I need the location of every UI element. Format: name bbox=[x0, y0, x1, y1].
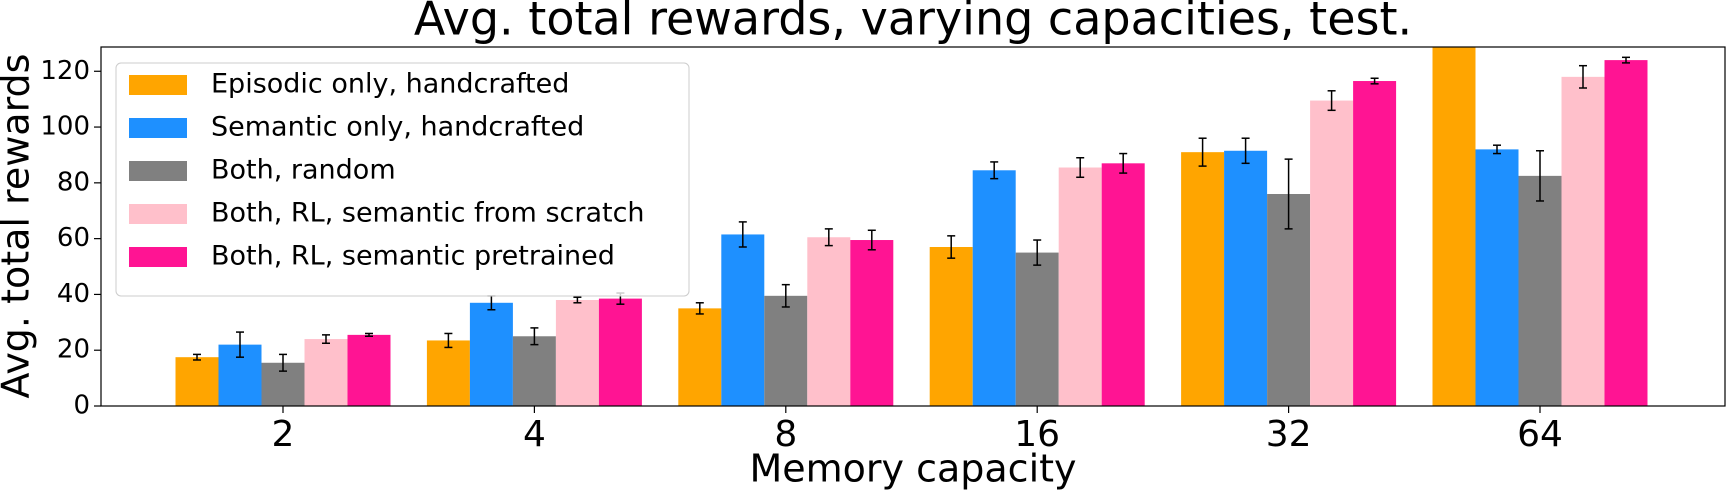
legend-box bbox=[115, 62, 690, 297]
bar bbox=[555, 300, 599, 406]
error-bar bbox=[279, 353, 287, 372]
bar bbox=[1181, 152, 1225, 406]
legend-swatch bbox=[129, 204, 187, 224]
x-tick-label: 2 bbox=[272, 414, 295, 455]
plot-frame bbox=[100, 46, 1726, 407]
y-tick-label: 100 bbox=[40, 112, 90, 142]
error-bar bbox=[1284, 158, 1293, 230]
bar bbox=[678, 308, 722, 406]
error-bar bbox=[1370, 77, 1379, 85]
legend-label: Both, random bbox=[211, 155, 396, 186]
legend-swatch bbox=[129, 118, 187, 138]
bar bbox=[972, 170, 1016, 406]
error-bar bbox=[365, 332, 373, 338]
error-bar bbox=[530, 327, 539, 346]
y-tick-label: 0 bbox=[73, 391, 90, 421]
bar bbox=[1604, 60, 1648, 406]
y-tick-label: 40 bbox=[57, 279, 90, 309]
bar bbox=[1224, 150, 1268, 406]
legend-swatch bbox=[129, 247, 187, 267]
plot-area bbox=[175, 47, 1648, 406]
error-bar bbox=[1579, 64, 1587, 89]
error-bar bbox=[1327, 90, 1336, 112]
error-bar bbox=[1622, 56, 1630, 64]
bar bbox=[469, 302, 513, 406]
bar bbox=[175, 357, 219, 406]
bar bbox=[1518, 175, 1562, 406]
legend-label: Both, RL, semantic from scratch bbox=[211, 198, 645, 229]
y-tick-label: 80 bbox=[57, 167, 90, 197]
x-tick-label: 4 bbox=[523, 414, 546, 455]
legend-label: Semantic only, handcrafted bbox=[211, 112, 584, 143]
error-bar bbox=[444, 332, 453, 349]
error-bar bbox=[867, 229, 876, 251]
error-bar bbox=[193, 353, 201, 361]
error-bar bbox=[1119, 152, 1128, 174]
chart-title: Avg. total rewards, varying capacities, … bbox=[414, 0, 1412, 46]
bar bbox=[764, 295, 808, 406]
error-bar bbox=[1076, 156, 1085, 179]
legend-label: Both, RL, semantic pretrained bbox=[211, 241, 615, 272]
bar bbox=[1475, 149, 1519, 406]
bar bbox=[721, 234, 765, 406]
error-bar bbox=[990, 161, 999, 180]
bar bbox=[347, 334, 391, 406]
legend-swatch bbox=[129, 75, 187, 95]
bar bbox=[807, 237, 851, 406]
x-axis-label: Memory capacity bbox=[749, 447, 1076, 491]
x-tick-label: 32 bbox=[1266, 414, 1312, 455]
bar bbox=[1353, 81, 1397, 406]
error-bar bbox=[1536, 150, 1544, 202]
y-axis-label: Avg. total rewards bbox=[0, 54, 38, 399]
y-tick-label: 120 bbox=[40, 56, 90, 86]
x-tick-label: 16 bbox=[1014, 414, 1060, 455]
bar bbox=[1101, 163, 1145, 406]
legend-swatch bbox=[129, 161, 187, 181]
bar bbox=[850, 240, 894, 406]
error-bar bbox=[695, 302, 704, 315]
error-bar bbox=[824, 228, 833, 247]
bar bbox=[598, 298, 642, 406]
error-bar bbox=[236, 331, 244, 358]
bar bbox=[1310, 100, 1354, 406]
y-tick-label: 20 bbox=[57, 335, 90, 365]
bar bbox=[426, 340, 470, 406]
y-tick-label: 60 bbox=[57, 223, 90, 253]
legend-label: Episodic only, handcrafted bbox=[211, 69, 569, 100]
bar bbox=[1058, 167, 1102, 406]
x-tick-label: 8 bbox=[774, 414, 797, 455]
error-bar bbox=[1033, 239, 1042, 266]
bar bbox=[1561, 76, 1605, 406]
error-bar bbox=[573, 296, 582, 304]
error-bar bbox=[322, 334, 330, 344]
x-tick-label: 64 bbox=[1517, 414, 1563, 455]
error-bar bbox=[1493, 144, 1501, 155]
error-bar bbox=[1241, 137, 1250, 165]
bar bbox=[1432, 47, 1476, 406]
bar bbox=[929, 247, 973, 406]
bar bbox=[1015, 252, 1059, 406]
error-bar bbox=[738, 221, 747, 248]
bar bbox=[304, 339, 348, 406]
error-bar bbox=[781, 283, 790, 308]
bar bbox=[512, 336, 556, 406]
error-bar bbox=[947, 235, 956, 259]
error-bar bbox=[1198, 137, 1207, 167]
